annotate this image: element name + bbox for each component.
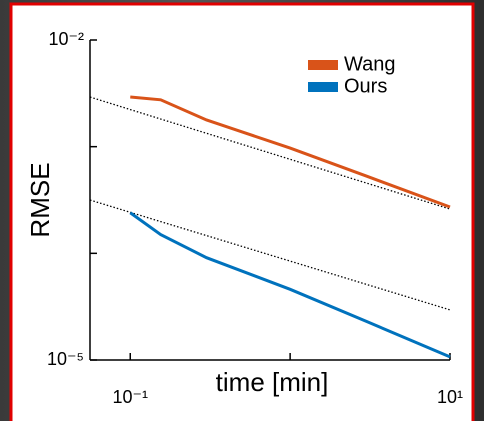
legend-label: Wang	[344, 53, 396, 75]
data-line	[129, 211, 451, 359]
y-tick-label: 10⁻⁵	[47, 349, 84, 369]
legend-swatch	[308, 60, 338, 70]
x-tick-label: 10⁻¹	[112, 387, 148, 407]
y-axis-label: RMSE	[25, 162, 55, 237]
x-tick-label: 10¹	[437, 387, 463, 407]
data-line	[130, 95, 451, 209]
chart-frame	[9, 2, 475, 421]
x-axis-label: time [min]	[216, 367, 329, 397]
legend-label: Ours	[344, 75, 387, 97]
y-tick-label: 10⁻²	[48, 29, 84, 49]
legend-swatch	[308, 82, 338, 92]
